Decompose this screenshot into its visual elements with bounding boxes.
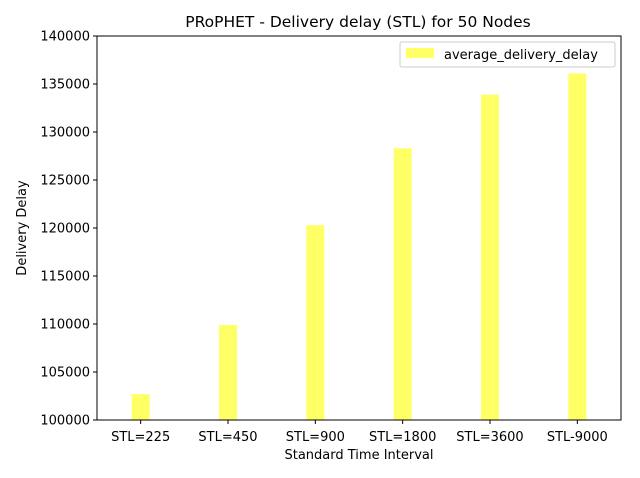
y-tick-label: 140000 [40,30,90,45]
bar-stl-1800 [393,148,412,420]
legend-box [399,41,616,68]
bar-stl-225 [131,394,150,420]
plot-frame [96,35,622,421]
x-tick-label: STL=3600 [456,430,523,445]
y-tick-label: 130000 [40,126,90,141]
x-axis-label: Standard Time Interval [284,448,433,463]
x-axis-ticks: STL=225 STL=450 STL=900 STL=1800 STL=3600 STL… [111,420,608,445]
legend: average_delivery_delay [399,41,616,68]
x-tick-label: STL=1800 [369,430,436,445]
y-tick-label: 105000 [40,366,90,381]
x-tick-label: STL=900 [286,430,345,445]
bars-layer [131,73,587,420]
bar-stl-3600 [481,94,499,420]
legend-label: average_delivery_delay [444,48,598,63]
x-tick-label: STL=450 [198,430,257,445]
bar-stl-450 [219,324,237,420]
y-tick-label: 125000 [40,174,90,189]
y-tick-label: 135000 [40,78,90,93]
chart-title: PRoPHET - Delivery delay (STL) for 50 No… [185,13,531,31]
y-tick-label: 100000 [40,414,90,429]
bar-stl-900 [306,225,325,420]
y-tick-label: 120000 [40,222,90,237]
x-tick-label: STL-9000 [547,430,608,445]
y-axis-label: Delivery Delay [15,180,30,276]
y-tick-label: 115000 [40,270,90,285]
y-axis-ticks: 100000 105000 110000 115000 120000 125000 1300… [40,30,97,429]
x-tick-label: STL=225 [111,430,170,445]
y-tick-label: 110000 [40,318,90,333]
bar-stl-9000 [568,73,587,420]
legend-swatch [406,48,434,58]
